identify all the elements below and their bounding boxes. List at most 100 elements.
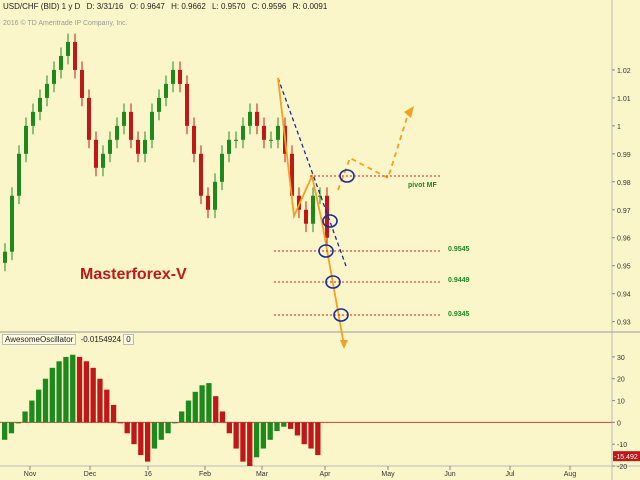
candle-body <box>171 69 175 84</box>
osc-tick-label: -20 <box>617 464 627 471</box>
osc-current-badge-text: -15.492 <box>614 454 638 461</box>
candle-body <box>157 97 161 112</box>
oscillator-name[interactable]: AwesomeOscillator <box>2 334 77 345</box>
candle-body <box>255 111 259 126</box>
price-tick-label: 0.93 <box>617 320 631 327</box>
osc-tick-label: 10 <box>617 399 625 406</box>
osc-bar <box>213 396 219 423</box>
osc-bar <box>97 378 103 423</box>
marker-circle <box>322 214 338 228</box>
candle-body <box>311 195 315 224</box>
marker-circle <box>333 308 349 322</box>
candle-body <box>178 69 182 84</box>
osc-bar <box>206 383 212 423</box>
level-label-3: 0.9345 <box>448 311 470 318</box>
osc-tick-label: 0 <box>617 420 621 427</box>
candle-body <box>17 153 21 196</box>
time-tick-label: Mar <box>256 471 269 478</box>
time-tick-label: 16 <box>144 471 152 478</box>
candle-body <box>3 251 7 263</box>
marker-circle <box>325 275 341 289</box>
osc-bar <box>301 422 307 445</box>
chart-header: USD/CHF (BID) 1 y D D: 3/31/16 O: 0.9647… <box>3 2 331 11</box>
candle-body <box>234 139 238 141</box>
time-tick-label: Nov <box>24 471 37 478</box>
osc-bar <box>36 389 42 423</box>
osc-bar <box>158 422 164 440</box>
close-label: C: 0.9596 <box>251 2 287 11</box>
date-label: D: 3/31/16 <box>86 2 124 11</box>
price-tick-label: 0.96 <box>617 236 631 243</box>
open-label: O: 0.9647 <box>129 2 165 11</box>
high-label: H: 0.9662 <box>171 2 206 11</box>
candle-body <box>192 125 196 154</box>
time-tick-label: Apr <box>320 471 332 478</box>
trendline <box>277 77 347 267</box>
range-label: R: 0.0091 <box>292 2 328 11</box>
price-tick-label: 1 <box>617 124 621 131</box>
time-tick-label: May <box>381 471 395 478</box>
candle-body <box>38 97 42 112</box>
candle-body <box>73 41 77 70</box>
osc-bar <box>240 422 246 462</box>
candle-body <box>241 125 245 140</box>
candle-body <box>129 111 133 140</box>
osc-bar <box>179 411 185 423</box>
osc-bar <box>49 367 55 423</box>
osc-bar <box>138 422 144 456</box>
osc-tick-label: 30 <box>617 355 625 362</box>
time-tick-label: Jul <box>506 471 515 478</box>
osc-bar <box>42 378 49 423</box>
candle-body <box>24 125 28 154</box>
time-tick-label: Dec <box>84 471 97 478</box>
candle-body <box>136 139 140 154</box>
brand-label: Masterforex-V <box>80 266 187 283</box>
candle-body <box>262 125 266 140</box>
candle-body <box>185 83 189 126</box>
candle-body <box>87 97 91 140</box>
osc-bar <box>165 422 171 434</box>
osc-bar <box>131 422 137 445</box>
level-label-2: 0.9449 <box>448 277 470 284</box>
projection-arrowhead <box>340 340 348 349</box>
candle-body <box>59 55 63 70</box>
copyright-text: 2016 © TD Ameritrade IP Company, Inc. <box>3 20 128 27</box>
osc-bar <box>260 422 267 449</box>
osc-bar <box>233 422 239 449</box>
osc-bar <box>117 422 124 424</box>
oscillator-extra: 0 <box>123 334 134 345</box>
osc-bar <box>192 391 198 423</box>
osc-bar <box>199 385 205 423</box>
osc-bar <box>151 422 158 449</box>
oscillator-value: -0.0154924 <box>80 335 122 344</box>
osc-current-badge <box>613 451 640 462</box>
candle-body <box>248 111 252 126</box>
candle-body <box>325 195 329 238</box>
candle-body <box>269 139 273 141</box>
candle-body <box>122 111 126 126</box>
candle-body <box>290 153 294 196</box>
osc-bar <box>287 422 294 429</box>
osc-bar <box>247 422 253 466</box>
osc-bar <box>226 422 232 434</box>
candle-body <box>66 41 70 56</box>
osc-tick-label: 20 <box>617 377 625 384</box>
candle-body <box>143 139 147 154</box>
candle-body <box>199 153 203 196</box>
candle-body <box>220 153 224 182</box>
osc-bar <box>144 422 151 462</box>
price-tick-label: 0.98 <box>617 180 631 187</box>
candle-body <box>10 195 14 252</box>
osc-bar <box>90 367 96 423</box>
osc-bar <box>56 361 62 423</box>
symbol-label: USD/CHF (BID) 1 y D <box>3 2 81 11</box>
osc-bar <box>76 356 83 423</box>
osc-bar <box>308 422 314 449</box>
osc-bar <box>253 422 260 458</box>
pivot-label: pivot MF <box>408 182 437 189</box>
candle-body <box>52 69 56 84</box>
osc-bar <box>15 422 21 424</box>
candle-body <box>150 111 154 140</box>
osc-bar <box>104 389 110 423</box>
